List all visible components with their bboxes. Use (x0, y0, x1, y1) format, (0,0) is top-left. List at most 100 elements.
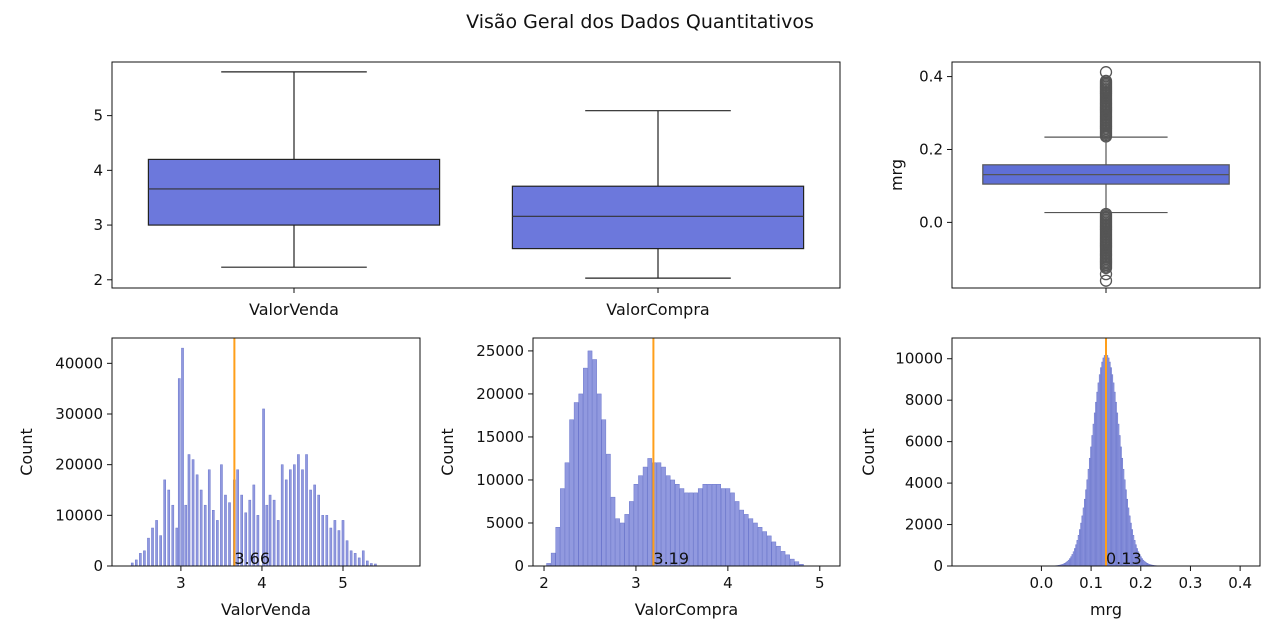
histogram-bar (309, 489, 312, 567)
histogram-bar (748, 518, 754, 567)
histogram-bar (688, 492, 694, 567)
y-tick-label: 10000 (55, 506, 103, 524)
y-axis-label: mrg (887, 159, 906, 191)
x-tick-label: 0.4 (1228, 574, 1252, 592)
histogram-bar (789, 558, 795, 567)
histogram-bar (184, 504, 188, 567)
x-tick-label: 0.2 (1129, 574, 1153, 592)
y-tick-label: 30000 (55, 405, 103, 423)
histogram-bar (734, 501, 740, 567)
histogram-bar (550, 552, 556, 567)
histogram-bar (601, 419, 607, 567)
histogram-bar (638, 475, 643, 567)
histogram-bar (177, 378, 181, 567)
histogram-bar (143, 550, 146, 567)
histogram-bar (771, 541, 777, 567)
histogram-bar (289, 469, 292, 567)
box-mrg (982, 66, 1230, 287)
histogram-bar (284, 479, 288, 567)
x-category-label: ValorVenda (249, 300, 339, 319)
histogram-bar (615, 518, 620, 567)
y-tick-label: 25000 (476, 342, 524, 360)
y-tick-label: 10000 (895, 350, 943, 368)
y-tick-label: 40000 (55, 354, 103, 372)
histogram-bars (1030, 354, 1191, 567)
axes-frame (951, 337, 1261, 567)
histogram-bar (619, 522, 625, 567)
histogram-valorcompra: 3.19 2 3 4 5 0 5000 10000 15000 20000 25000 ValorCo… (438, 337, 841, 619)
histogram-bar (647, 458, 653, 567)
y-tick-label: 0.0 (919, 213, 943, 231)
axes-frame (532, 337, 841, 567)
histogram-bar (147, 537, 150, 567)
outlier-point (1099, 66, 1113, 79)
histogram-bar (633, 484, 639, 567)
histogram-bar (578, 393, 584, 567)
histogram-bar (766, 535, 772, 567)
histogram-bar (606, 453, 611, 567)
histogram-bar (725, 488, 731, 567)
y-tick-label: 4000 (905, 474, 943, 492)
histogram-bar (776, 545, 781, 567)
histogram-bar (693, 492, 699, 567)
histogram-bar (357, 557, 361, 567)
histogram-bar (592, 359, 597, 567)
y-tick-label: 2 (93, 271, 103, 289)
x-tick-label: 2 (539, 574, 549, 592)
outlier-point (1099, 74, 1113, 88)
box-iqr (511, 185, 805, 250)
y-tick-label: 15000 (476, 428, 524, 446)
histogram-bar (280, 464, 284, 567)
histogram-bar (317, 494, 320, 567)
histogram-bar (780, 551, 786, 567)
y-tick-label: 5000 (486, 514, 524, 532)
histogram-bar (195, 474, 199, 567)
histogram-bar (702, 484, 708, 567)
mean-label: 0.13 (1106, 549, 1142, 568)
histogram-bar (203, 504, 207, 567)
histogram-bar (753, 522, 758, 567)
y-axis-label: Count (17, 428, 36, 476)
histogram-bar (697, 488, 703, 567)
histogram-bar (629, 501, 634, 567)
histogram-bar (262, 408, 265, 567)
y-tick-label: 20000 (476, 385, 524, 403)
x-tick-label: 5 (815, 574, 825, 592)
histogram-bar (353, 553, 357, 567)
outlier-point (1099, 274, 1113, 287)
x-tick-label: 3 (176, 574, 186, 592)
histogram-bar (341, 520, 345, 567)
histogram-bar (720, 488, 726, 567)
figure-title: Visão Geral dos Dados Quantitativos (466, 11, 814, 33)
y-tick-label: 20000 (55, 456, 103, 474)
histogram-bar (187, 454, 191, 567)
histogram-mrg: 0.13 0.0 0.1 0.2 0.3 0.4 0 2000 4000 6000 8000 1000… (859, 337, 1261, 619)
x-tick-label: 3 (631, 574, 641, 592)
y-tick-label: 4 (93, 161, 103, 179)
histogram-bar (293, 464, 296, 567)
x-tick-label: 0.0 (1029, 574, 1053, 592)
y-tick-label: 0 (514, 557, 524, 575)
histogram-bar (337, 530, 341, 567)
mean-label: 3.66 (234, 549, 270, 568)
histogram-bar (171, 504, 175, 567)
histogram-bar (707, 484, 712, 567)
y-axis-label: Count (859, 428, 878, 476)
histogram-bar (345, 540, 349, 567)
histogram-valorvenda: 3.66 3 4 5 0 10000 20000 30000 40000 ValorVenda Co… (17, 337, 421, 619)
histogram-bar (167, 489, 171, 567)
mean-label: 3.19 (653, 549, 689, 568)
x-tick-label: 4 (723, 574, 733, 592)
histogram-bar (212, 510, 215, 567)
histogram-bar (366, 560, 369, 567)
histogram-bars (546, 350, 804, 567)
histogram-bar (297, 454, 300, 567)
histogram-bar (573, 402, 579, 567)
x-tick-label: 0.1 (1079, 574, 1103, 592)
histogram-bar (329, 527, 333, 567)
histogram-bar (583, 367, 588, 567)
histogram-bar (199, 489, 203, 567)
histogram-bar (139, 553, 142, 567)
x-axis-label: ValorVenda (221, 600, 311, 619)
histogram-bar (175, 527, 179, 567)
